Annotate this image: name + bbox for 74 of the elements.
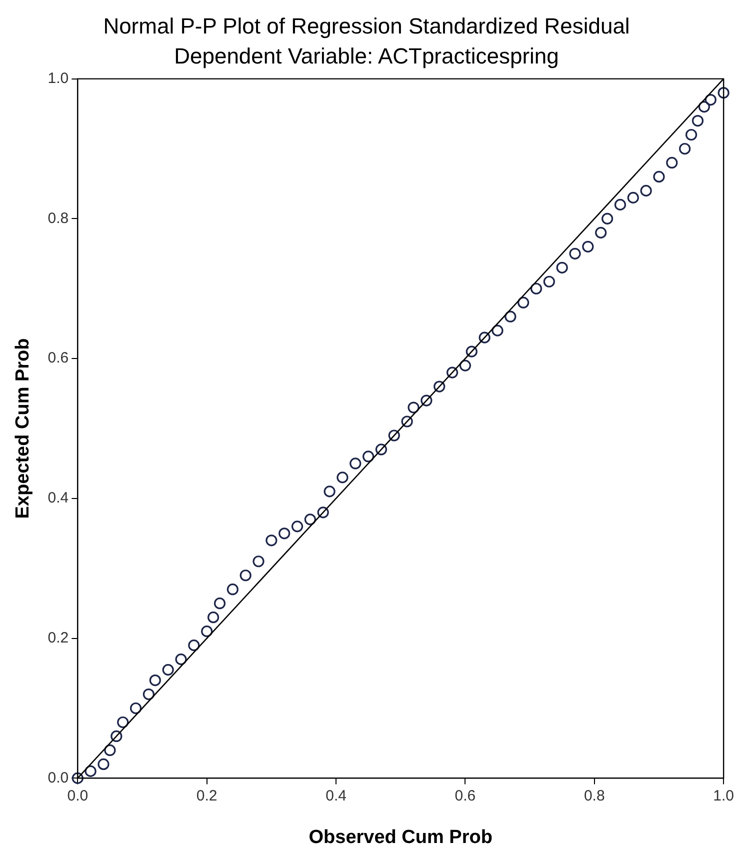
point (595, 226, 607, 238)
point (492, 324, 504, 336)
point (291, 520, 304, 532)
point (214, 598, 226, 610)
point (504, 310, 516, 322)
point (98, 758, 110, 770)
point (434, 380, 446, 392)
point (653, 170, 665, 183)
point (375, 444, 388, 456)
point (240, 570, 252, 582)
point (142, 688, 155, 700)
point (350, 458, 362, 470)
point (362, 450, 374, 462)
point (324, 486, 336, 498)
x-tick-label: 1.0 (713, 787, 734, 804)
x-tick-label: 0.2 (196, 787, 218, 804)
y-tick-label: 0.0 (48, 769, 69, 786)
point (518, 296, 530, 308)
point (569, 248, 581, 260)
x-tick-label: 0.8 (584, 787, 605, 804)
y-tick-label: 0.6 (48, 350, 69, 367)
point (162, 664, 174, 676)
y-tick-label: 0.8 (48, 210, 69, 227)
point (175, 654, 187, 666)
point (72, 772, 84, 784)
point (420, 394, 432, 406)
point (252, 556, 264, 568)
point (543, 276, 555, 288)
y-axis-title: Expected Cum Prob (12, 338, 34, 519)
point (704, 94, 716, 106)
point (556, 262, 568, 274)
point (388, 430, 400, 442)
point (317, 506, 329, 518)
y-tick-label: 1.0 (48, 70, 69, 87)
point (602, 212, 614, 224)
point (117, 716, 129, 728)
point (401, 416, 413, 428)
point (130, 702, 142, 714)
point (640, 184, 652, 197)
point (718, 86, 730, 99)
x-axis-title: Observed Cum Prob (308, 826, 492, 848)
point (685, 128, 698, 141)
point (278, 528, 290, 540)
point (478, 332, 490, 344)
point (201, 626, 213, 638)
point (84, 765, 96, 778)
point (582, 240, 594, 252)
point (446, 366, 458, 378)
point (666, 156, 678, 169)
chart-subtitle: Dependent Variable: ACTpracticespring (174, 44, 559, 69)
point (692, 114, 704, 127)
point (459, 360, 472, 372)
x-tick-label: 0.4 (326, 787, 346, 804)
point (466, 346, 478, 358)
point (149, 674, 161, 686)
point (336, 472, 348, 484)
point (226, 584, 238, 596)
y-tick-label: 0.2 (48, 629, 69, 646)
point (698, 100, 710, 113)
point (266, 534, 278, 546)
point (614, 198, 626, 210)
point (188, 640, 200, 652)
point (110, 730, 122, 742)
point (207, 612, 220, 624)
point (627, 192, 639, 204)
point (304, 514, 316, 526)
x-tick-label: 0.0 (67, 787, 88, 804)
chart-title: Normal P-P Plot of Regression Standardized Residual (103, 13, 630, 38)
x-tick-label: 0.6 (454, 787, 476, 804)
point (104, 744, 116, 756)
point (679, 142, 691, 155)
point (408, 402, 420, 414)
point (530, 282, 542, 294)
y-tick-label: 0.4 (48, 490, 69, 507)
